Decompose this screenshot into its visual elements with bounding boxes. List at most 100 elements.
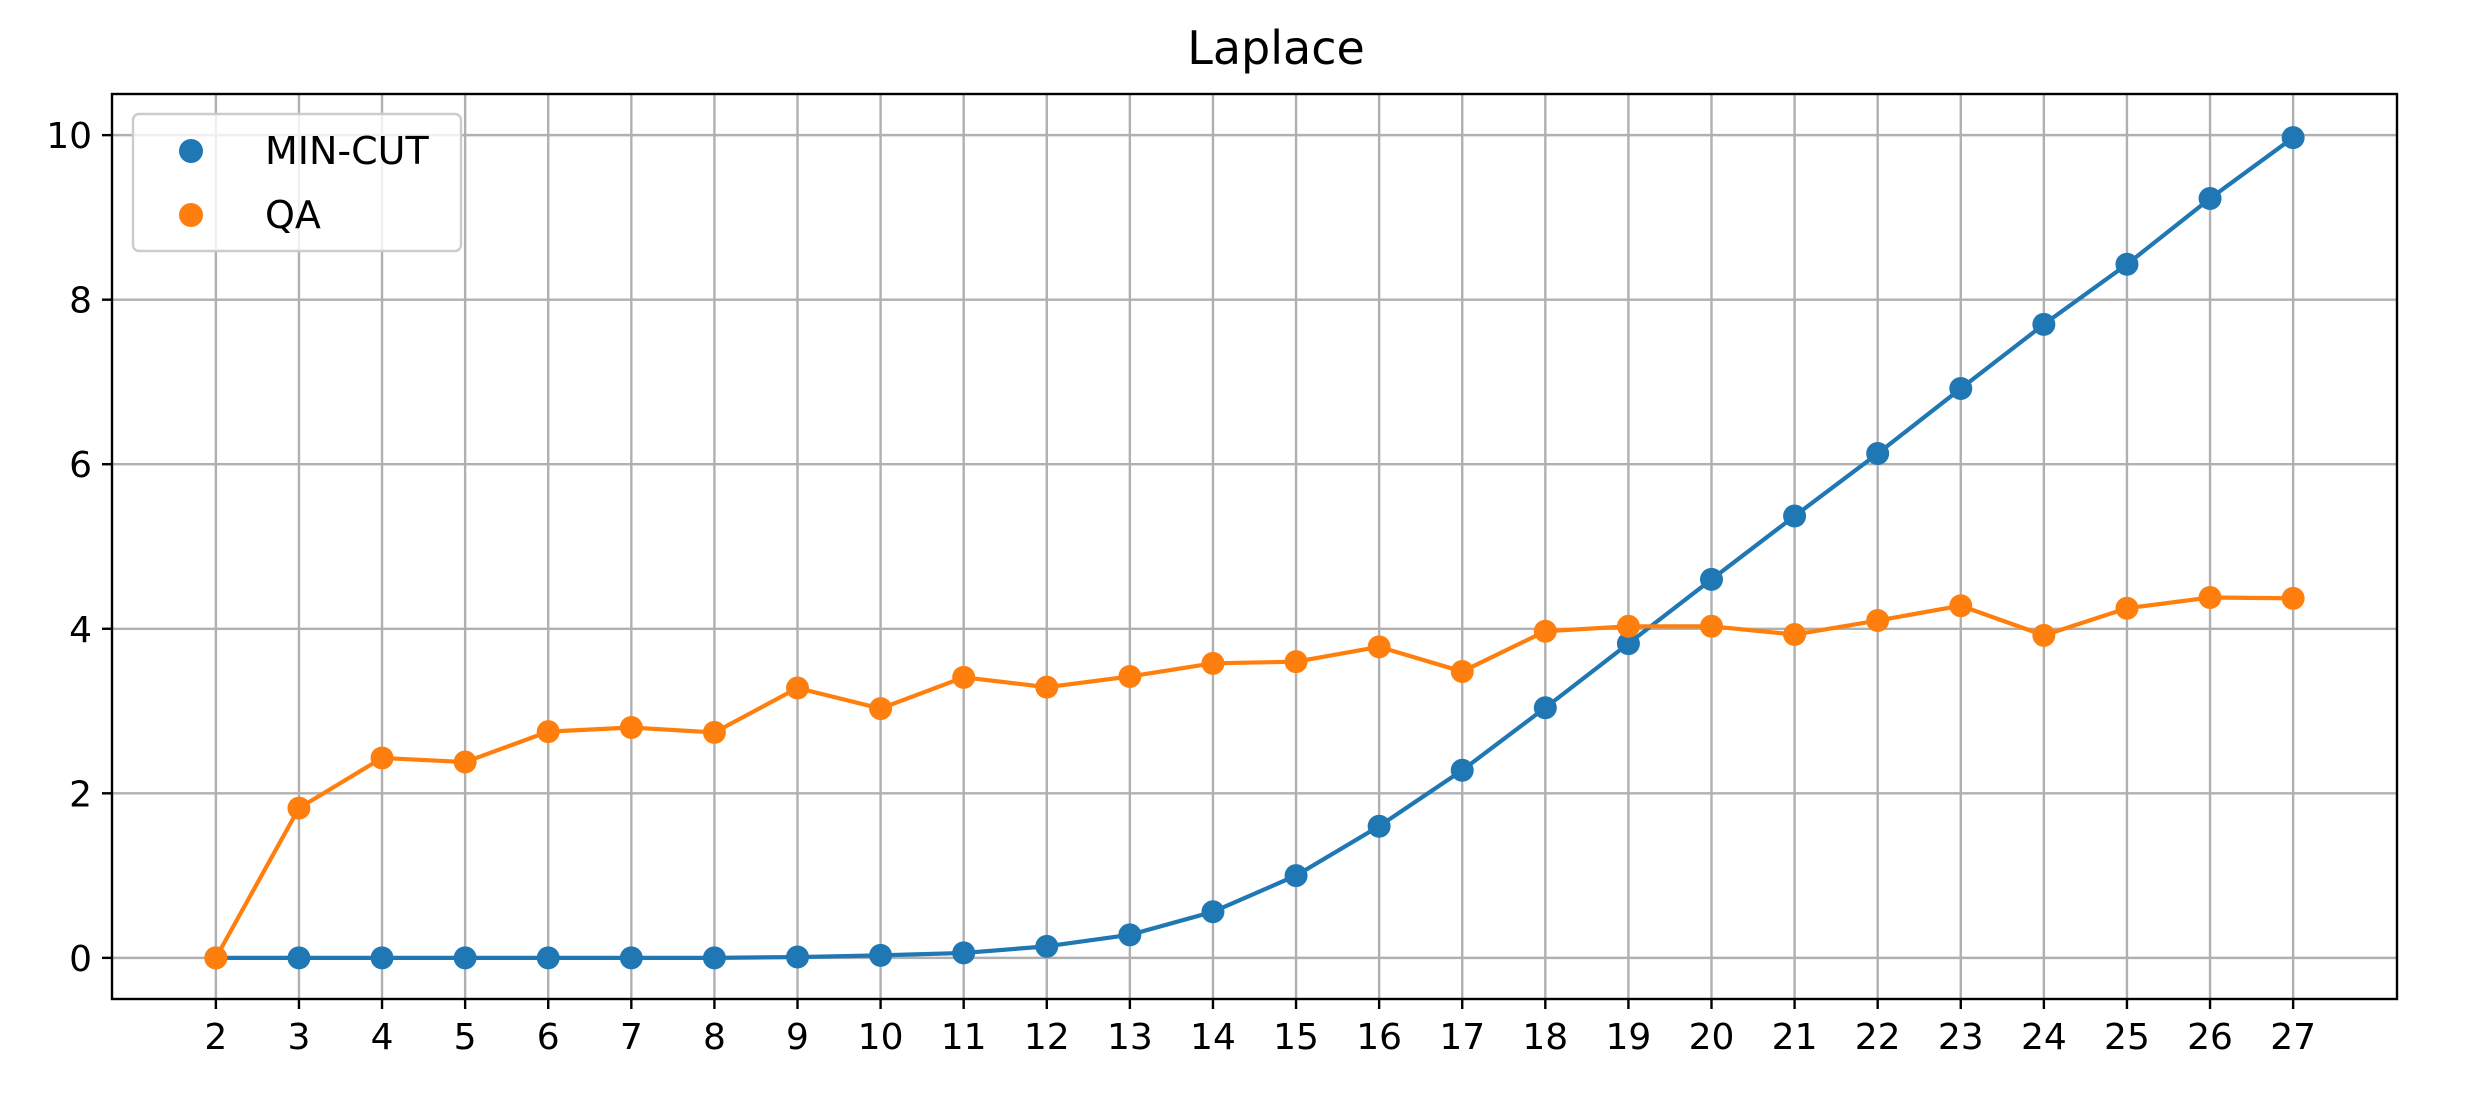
x-tick-label: 19 xyxy=(1606,1017,1652,1058)
data-point xyxy=(1616,614,1640,638)
x-tick-label: 5 xyxy=(454,1017,477,1058)
data-point xyxy=(1035,934,1059,958)
data-point xyxy=(287,796,311,820)
data-point xyxy=(869,943,893,967)
data-point xyxy=(952,941,976,965)
data-point xyxy=(2281,126,2305,150)
data-point xyxy=(619,946,643,970)
data-point xyxy=(1284,864,1308,888)
data-point xyxy=(1866,609,1890,633)
data-point xyxy=(1616,632,1640,656)
data-point xyxy=(2198,186,2222,210)
x-tick-label: 17 xyxy=(1439,1017,1485,1058)
plot-frame xyxy=(110,92,2399,1001)
y-axis: 0 2 4 6 8 10 xyxy=(46,116,112,980)
x-tick-label: 3 xyxy=(288,1017,311,1058)
data-point xyxy=(1866,442,1890,466)
data-point xyxy=(2032,312,2056,336)
x-tick-label: 6 xyxy=(537,1017,560,1058)
legend-label: QA xyxy=(265,193,321,237)
data-point xyxy=(370,946,394,970)
data-point xyxy=(2198,586,2222,610)
x-tick-label: 7 xyxy=(620,1017,643,1058)
x-tick-label: 21 xyxy=(1772,1017,1818,1058)
x-tick-label: 23 xyxy=(1938,1017,1984,1058)
data-point xyxy=(952,665,976,689)
data-point xyxy=(1118,923,1142,947)
legend-marker xyxy=(179,203,203,227)
y-tick-label: 10 xyxy=(46,116,92,157)
series-min-cut xyxy=(204,126,2305,970)
data-point xyxy=(1367,814,1391,838)
x-tick-label: 10 xyxy=(858,1017,904,1058)
data-point xyxy=(1035,675,1059,699)
data-point xyxy=(2115,252,2139,276)
x-tick-label: 22 xyxy=(1855,1017,1901,1058)
data-point xyxy=(1201,651,1225,675)
data-point xyxy=(786,945,809,969)
x-tick-label: 14 xyxy=(1190,1017,1236,1058)
data-point xyxy=(1367,635,1391,659)
data-point xyxy=(536,946,560,970)
data-point xyxy=(1783,504,1807,528)
legend-box xyxy=(131,112,463,253)
x-tick-label: 16 xyxy=(1356,1017,1402,1058)
x-tick-label: 24 xyxy=(2021,1017,2067,1058)
legend-label: MIN-CUT xyxy=(265,129,429,173)
data-point xyxy=(1450,660,1474,684)
x-tick-label: 20 xyxy=(1689,1017,1735,1058)
x-tick-label: 12 xyxy=(1024,1017,1070,1058)
y-tick-label: 0 xyxy=(69,939,92,980)
series-line xyxy=(214,595,2294,959)
data-point xyxy=(619,716,643,739)
data-point xyxy=(1201,900,1225,924)
x-tick-label: 11 xyxy=(941,1017,987,1058)
data-point xyxy=(1783,623,1807,647)
data-point xyxy=(1533,619,1557,643)
y-tick-label: 6 xyxy=(69,445,92,486)
data-point xyxy=(287,946,311,970)
data-point xyxy=(786,676,809,700)
series-qa xyxy=(204,586,2305,970)
data-point xyxy=(1700,614,1723,638)
data-point xyxy=(2281,586,2305,610)
data-point xyxy=(2115,596,2139,620)
legend: MIN-CUT QA xyxy=(131,112,463,253)
data-point xyxy=(370,746,394,770)
x-tick-label: 15 xyxy=(1273,1017,1319,1058)
data-point xyxy=(2032,623,2056,647)
data-point xyxy=(1118,664,1142,688)
data-point xyxy=(702,720,726,744)
data-point xyxy=(1284,650,1308,674)
data-point xyxy=(1700,567,1723,591)
y-tick-label: 8 xyxy=(69,281,92,322)
y-tick-label: 2 xyxy=(69,774,92,815)
grid xyxy=(112,94,2397,999)
x-tick-label: 8 xyxy=(703,1017,726,1058)
series-line xyxy=(215,135,2295,960)
data-point xyxy=(536,720,560,744)
x-tick-label: 25 xyxy=(2104,1017,2150,1058)
x-tick-label: 9 xyxy=(786,1017,809,1058)
x-tick-label: 26 xyxy=(2187,1017,2233,1058)
data-point xyxy=(204,946,228,970)
x-tick-label: 18 xyxy=(1522,1017,1568,1058)
x-tick-label: 2 xyxy=(204,1017,227,1058)
data-point xyxy=(1949,377,1973,401)
x-tick-label: 27 xyxy=(2270,1017,2316,1058)
y-tick-label: 4 xyxy=(69,610,92,651)
series-layer xyxy=(204,126,2305,970)
legend-marker xyxy=(179,139,203,163)
data-point xyxy=(1533,696,1557,720)
data-point xyxy=(869,697,893,721)
chart-title: Laplace xyxy=(1187,21,1365,75)
data-point xyxy=(702,946,726,970)
data-point xyxy=(1949,594,1973,618)
x-tick-label: 13 xyxy=(1107,1017,1153,1058)
data-point xyxy=(453,750,477,774)
x-axis: 2 3 4 5 6 7 8 9 10 11 12 13 14 15 16 17 18 19 20 21 22 23 24 25… xyxy=(204,999,2316,1058)
x-tick-label: 4 xyxy=(371,1017,394,1058)
data-point xyxy=(1450,758,1474,782)
